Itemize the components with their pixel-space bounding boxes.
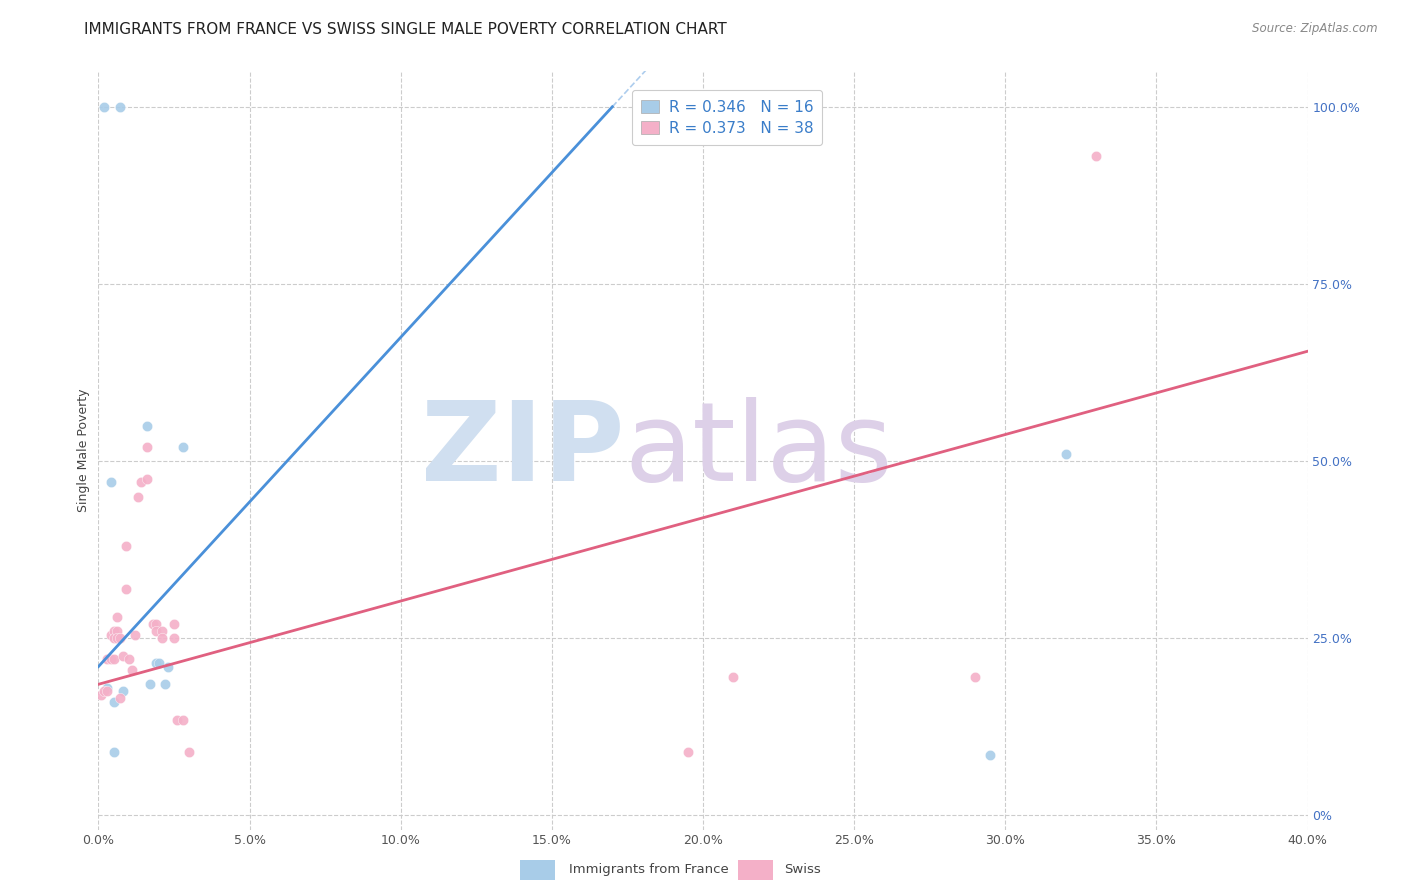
- Point: [156, 659, 179, 673]
- Point: [166, 713, 188, 727]
- Point: [142, 617, 165, 632]
- Point: [108, 632, 131, 646]
- Point: [145, 624, 167, 639]
- Y-axis label: Single Male Poverty: Single Male Poverty: [77, 389, 90, 512]
- Point: [103, 652, 125, 666]
- Point: [148, 656, 170, 670]
- Point: [135, 418, 157, 433]
- Point: [129, 475, 152, 490]
- Point: [163, 617, 186, 632]
- Point: [105, 610, 128, 624]
- Point: [96, 684, 118, 698]
- Point: [103, 695, 125, 709]
- Point: [723, 670, 745, 684]
- Point: [111, 648, 134, 663]
- Point: [118, 652, 141, 666]
- Point: [103, 745, 125, 759]
- Point: [676, 745, 699, 759]
- Point: [172, 713, 194, 727]
- Point: [1054, 447, 1077, 461]
- Point: [108, 100, 131, 114]
- Point: [100, 475, 122, 490]
- Point: [105, 632, 128, 646]
- Text: IMMIGRANTS FROM FRANCE VS SWISS SINGLE MALE POVERTY CORRELATION CHART: IMMIGRANTS FROM FRANCE VS SWISS SINGLE M…: [84, 22, 727, 37]
- Point: [150, 624, 173, 639]
- Point: [96, 681, 118, 695]
- Text: Source: ZipAtlas.com: Source: ZipAtlas.com: [1253, 22, 1378, 36]
- Point: [111, 684, 134, 698]
- Point: [172, 440, 194, 454]
- Point: [145, 656, 167, 670]
- Text: atlas: atlas: [624, 397, 893, 504]
- Point: [150, 632, 173, 646]
- Point: [114, 539, 136, 553]
- Point: [96, 652, 118, 666]
- Point: [135, 472, 157, 486]
- Text: Swiss: Swiss: [785, 863, 821, 876]
- Legend: R = 0.346   N = 16, R = 0.373   N = 38: R = 0.346 N = 16, R = 0.373 N = 38: [631, 90, 823, 145]
- Point: [100, 652, 122, 666]
- Point: [965, 670, 987, 684]
- Point: [153, 677, 176, 691]
- Point: [90, 688, 112, 702]
- Point: [103, 624, 125, 639]
- Point: [1085, 149, 1108, 163]
- Point: [114, 582, 136, 596]
- Point: [93, 100, 115, 114]
- Point: [145, 617, 167, 632]
- Point: [93, 684, 115, 698]
- Text: Immigrants from France: Immigrants from France: [569, 863, 730, 876]
- Point: [179, 745, 201, 759]
- Point: [108, 691, 131, 706]
- Point: [100, 628, 122, 642]
- Text: ZIP: ZIP: [420, 397, 624, 504]
- Point: [979, 748, 1001, 763]
- Point: [121, 663, 143, 677]
- Point: [105, 624, 128, 639]
- Point: [103, 632, 125, 646]
- Point: [124, 628, 146, 642]
- Point: [127, 490, 149, 504]
- Point: [139, 677, 162, 691]
- Point: [135, 440, 157, 454]
- Point: [163, 632, 186, 646]
